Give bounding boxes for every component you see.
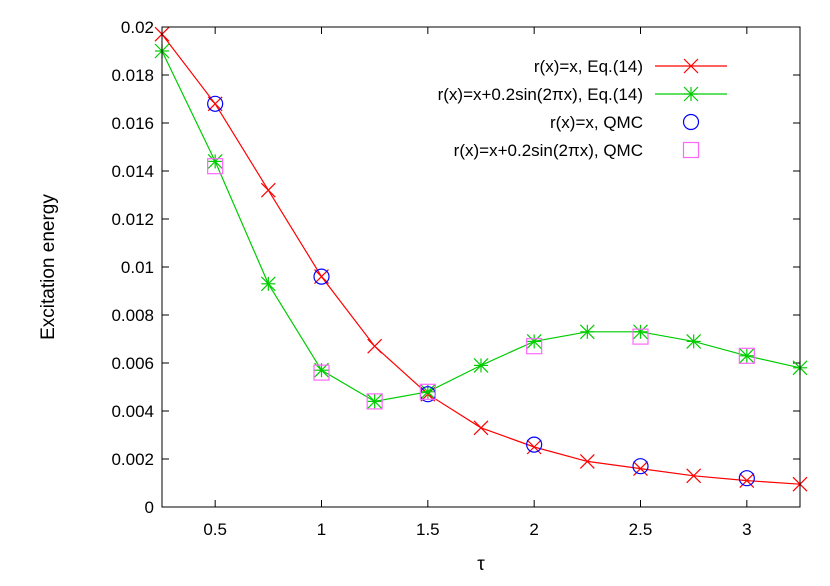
y-tick-label: 0.008 — [111, 306, 154, 325]
y-tick-label: 0.012 — [111, 210, 154, 229]
data-point — [207, 153, 223, 169]
data-point — [207, 96, 223, 112]
legend-marker — [683, 86, 699, 102]
data-point — [579, 453, 595, 469]
y-tick-label: 0.01 — [121, 258, 154, 277]
legend-marker — [682, 113, 700, 131]
x-tick-label: 3 — [742, 520, 751, 539]
data-point — [738, 347, 755, 364]
x-tick-label: 2 — [529, 520, 538, 539]
x-tick-label: 2.5 — [629, 520, 653, 539]
data-point — [632, 458, 649, 475]
data-point — [632, 328, 649, 345]
data-point — [207, 158, 224, 175]
data-point — [367, 393, 383, 409]
y-tick-label: 0 — [145, 498, 154, 517]
data-point — [366, 393, 383, 410]
data-point — [367, 338, 383, 354]
data-point — [313, 364, 330, 381]
data-point — [633, 324, 648, 340]
data-point — [473, 420, 489, 436]
legend-label: r(x)=x+0.2sin(2πx), QMC — [454, 141, 643, 160]
legend-marker — [683, 58, 699, 74]
data-point — [526, 338, 543, 355]
legend-marker — [682, 141, 700, 159]
series-3 — [207, 158, 755, 410]
y-tick-label: 0.002 — [111, 450, 154, 469]
y-tick-label: 0.02 — [121, 18, 154, 37]
data-point — [207, 95, 224, 112]
plot-frame — [161, 26, 801, 508]
x-axis-label: τ — [477, 554, 485, 575]
data-point — [419, 383, 436, 400]
data-point — [739, 348, 755, 364]
legend-label: r(x)=x, Eq.(14) — [534, 57, 643, 76]
y-tick-label: 0.018 — [111, 66, 154, 85]
data-point — [738, 470, 755, 487]
data-point — [526, 333, 542, 349]
data-point — [314, 269, 329, 285]
data-point — [526, 436, 543, 453]
x-tick-label: 0.5 — [203, 520, 227, 539]
x-tick-label: 1 — [317, 520, 326, 539]
legend-label: r(x)=x+0.2sin(2πx), Eq.(14) — [438, 85, 643, 104]
y-tick-label: 0.004 — [111, 402, 154, 421]
data-point — [260, 182, 276, 198]
data-point — [473, 357, 489, 373]
data-point — [686, 468, 702, 484]
y-tick-label: 0.006 — [111, 354, 154, 373]
data-point — [420, 384, 436, 400]
data-point — [526, 439, 542, 455]
series-1 — [154, 43, 808, 409]
legend-label: r(x)=x, QMC — [550, 113, 643, 132]
data-point — [686, 333, 702, 349]
data-point — [260, 276, 276, 292]
data-point — [313, 268, 330, 285]
data-point — [579, 324, 595, 340]
x-tick-label: 1.5 — [416, 520, 440, 539]
data-point — [739, 473, 755, 489]
y-tick-label: 0.016 — [111, 114, 154, 133]
y-tick-label: 0.014 — [111, 162, 154, 181]
data-point — [633, 461, 648, 477]
y-axis-label: Excitation energy — [38, 194, 59, 340]
